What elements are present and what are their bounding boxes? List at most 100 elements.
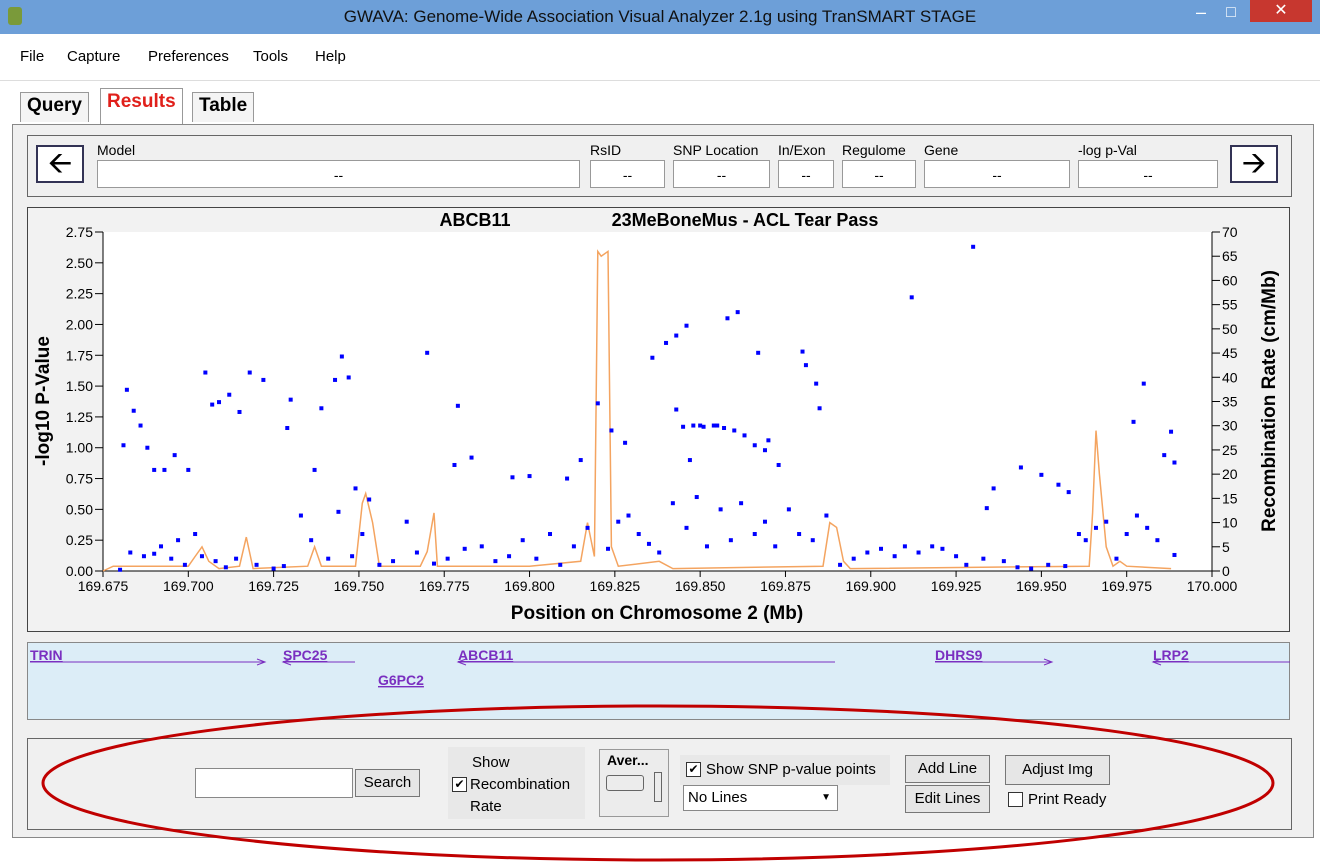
- snp-point: [687, 458, 692, 463]
- y-tick-label: 2.50: [66, 255, 93, 271]
- snp-point: [762, 448, 767, 453]
- snp-point: [455, 403, 460, 408]
- print-ready-label: Print Ready: [1028, 791, 1107, 808]
- snp-point: [1141, 381, 1146, 386]
- snp-point: [1001, 559, 1006, 564]
- snp-point: [493, 559, 498, 564]
- menu-item[interactable]: Help: [315, 48, 346, 65]
- snp-point: [254, 562, 259, 567]
- snp-point: [565, 476, 570, 481]
- chart-subtitle: 23MeBoneMus - ACL Tear Pass: [612, 210, 879, 230]
- snp-point: [1046, 562, 1051, 567]
- y-tick-label: 1.75: [66, 347, 93, 363]
- x-tick-label: 170.000: [1187, 578, 1238, 594]
- edit-lines-button[interactable]: Edit Lines: [905, 785, 990, 813]
- lines-select[interactable]: No Lines ▼: [683, 785, 838, 811]
- menu-item[interactable]: Capture: [67, 48, 121, 65]
- snp-point: [193, 532, 198, 537]
- snp-point: [1172, 552, 1177, 557]
- y2-tick-label: 20: [1222, 466, 1238, 482]
- recomb-checkbox[interactable]: ✔: [452, 777, 467, 792]
- add-line-button[interactable]: Add Line: [905, 755, 990, 783]
- menu-item[interactable]: Preferences: [148, 48, 229, 65]
- snp-point: [698, 423, 703, 428]
- gene-arrow: [281, 658, 292, 666]
- snp-point: [1131, 419, 1136, 424]
- minimize-button[interactable]: –: [1195, 2, 1206, 22]
- gene-label: TRIN: [30, 647, 63, 663]
- field-label: Regulome: [842, 142, 906, 158]
- snp-point: [664, 340, 669, 345]
- title-bar: GWAVA: Genome-Wide Association Visual An…: [0, 0, 1320, 34]
- snp-point: [510, 475, 515, 480]
- snp-point: [346, 375, 351, 380]
- tab[interactable]: Table: [192, 92, 255, 122]
- y2-tick-label: 60: [1222, 272, 1238, 288]
- snp-point: [138, 423, 143, 428]
- snp-point: [309, 538, 314, 543]
- snp-point: [182, 562, 187, 567]
- tab-active[interactable]: Results: [100, 88, 183, 124]
- field-label: Model: [97, 142, 136, 158]
- prev-button[interactable]: 🡨: [36, 145, 84, 183]
- snp-point: [1134, 513, 1139, 518]
- snp-point: [548, 532, 553, 537]
- y-tick-label: 2.00: [66, 316, 93, 332]
- tab[interactable]: Query: [20, 92, 89, 122]
- field-value: --: [842, 160, 916, 188]
- snp-point: [288, 397, 293, 402]
- snp-point: [152, 467, 157, 472]
- snp-point: [909, 295, 914, 300]
- x-tick-label: 169.975: [1101, 578, 1152, 594]
- snp-point: [1066, 490, 1071, 495]
- snp-point: [739, 501, 744, 506]
- average-track: [654, 772, 662, 802]
- print-ready-checkbox[interactable]: [1008, 792, 1023, 807]
- snp-point: [674, 333, 679, 338]
- maximize-button[interactable]: □: [1226, 4, 1236, 21]
- snp-point: [336, 509, 341, 514]
- x-axis-label: Position on Chromosome 2 (Mb): [511, 603, 803, 624]
- x-tick-label: 169.775: [419, 578, 470, 594]
- snp-point: [391, 559, 396, 564]
- snp-point: [507, 554, 512, 559]
- search-input[interactable]: [195, 768, 353, 798]
- snp-point: [981, 556, 986, 561]
- next-button[interactable]: 🡪: [1230, 145, 1278, 183]
- menu-item[interactable]: File: [20, 48, 45, 65]
- snp-point: [285, 426, 290, 431]
- field-label: RsID: [590, 142, 622, 158]
- gene-track: TRIN SPC25 G6PC2 ABCB11 DHRS9 LRP2: [27, 642, 1290, 720]
- snp-point: [271, 566, 276, 571]
- x-tick-label: 169.700: [163, 578, 214, 594]
- snp-point: [674, 407, 679, 412]
- field-value: --: [97, 160, 580, 188]
- field-label: In/Exon: [778, 142, 826, 158]
- menu-item[interactable]: Tools: [253, 48, 289, 65]
- gene-label: LRP2: [1153, 647, 1189, 663]
- snp-point: [339, 354, 344, 359]
- snp-point: [534, 556, 539, 561]
- snp-point: [118, 567, 123, 572]
- snp-point: [704, 544, 709, 549]
- average-slider[interactable]: [606, 775, 644, 791]
- y-tick-label: 1.25: [66, 409, 93, 425]
- snp-point: [752, 443, 757, 448]
- snp-checkbox[interactable]: ✔: [686, 762, 701, 777]
- snp-point: [684, 323, 689, 328]
- snp-point: [879, 546, 884, 551]
- close-button[interactable]: ✕: [1250, 0, 1312, 22]
- snp-point: [1104, 519, 1109, 524]
- recomb-label: Show Recombination Rate: [470, 752, 585, 818]
- snp-point: [159, 544, 164, 549]
- snp-point: [824, 513, 829, 518]
- y2-tick-label: 10: [1222, 515, 1238, 531]
- snp-point: [616, 519, 621, 524]
- snp-point: [786, 507, 791, 512]
- snp-point: [326, 556, 331, 561]
- snp-point: [141, 554, 146, 559]
- search-button[interactable]: Search: [355, 769, 420, 797]
- x-tick-label: 169.825: [590, 578, 641, 594]
- adjust-img-button[interactable]: Adjust Img: [1005, 755, 1110, 785]
